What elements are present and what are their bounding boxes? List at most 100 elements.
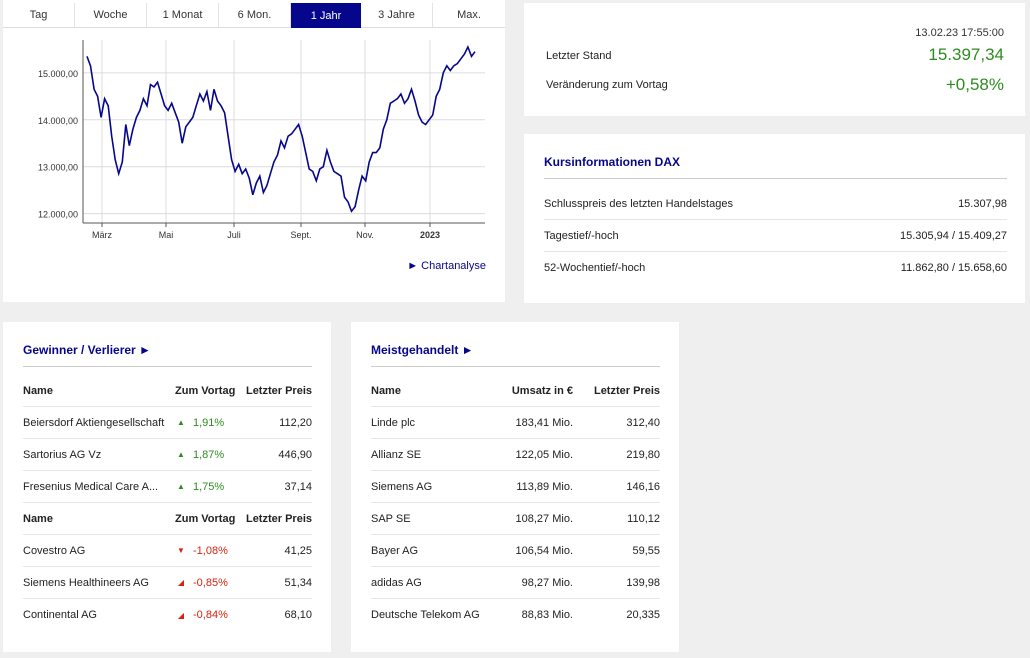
change-value: -0,84% [193, 609, 228, 621]
change-value: 1,87% [193, 448, 225, 461]
tab-1-monat[interactable]: 1 Monat [147, 3, 219, 27]
x-tick-label: Sept. [290, 230, 311, 240]
gainers-losers-card: Gewinner / Verlierer ► Name Zum Vortag L… [3, 322, 331, 652]
change-value: 1,91% [193, 416, 225, 429]
col-change: Zum Vortag [175, 512, 236, 525]
stock-name[interactable]: Siemens AG [371, 480, 433, 493]
chart-card: Tag Woche 1 Monat 6 Mon. 1 Jahr 3 Jahre … [3, 0, 505, 302]
volume-value: 88,83 Mio. [521, 609, 573, 621]
stock-name[interactable]: Sartorius AG Vz [23, 448, 102, 461]
stock-name[interactable]: Allianz SE [371, 448, 422, 461]
info-value: 11.862,80 / 15.658,60 [900, 262, 1007, 274]
table-header: Name Zum Vortag Letzter Preis [23, 375, 312, 407]
triangle-up-icon: ▲ [177, 482, 185, 491]
tab-3-jahre[interactable]: 3 Jahre [361, 3, 433, 27]
table-row[interactable]: Continental AG ◢ -0,84% 68,10 [23, 599, 312, 631]
stock-name[interactable]: adidas AG [371, 576, 422, 589]
price-info-card: Kursinformationen DAX Schlusspreis des l… [524, 134, 1025, 303]
volume-value: 108,27 Mio. [515, 512, 573, 525]
price-value: 446,90 [278, 448, 312, 461]
time-range-tabs: Tag Woche 1 Monat 6 Mon. 1 Jahr 3 Jahre … [3, 3, 505, 28]
price-value: 110,12 [627, 512, 660, 525]
tab-1-jahr[interactable]: 1 Jahr [291, 3, 361, 28]
y-tick-label: 15.000,00 [38, 69, 78, 79]
quote-card: 13.02.23 17:55:00 Letzter Stand 15.397,3… [524, 3, 1025, 116]
triangle-down-icon: ▼ [177, 546, 185, 555]
stock-name[interactable]: SAP SE [371, 512, 411, 525]
quote-timestamp: 13.02.23 17:55:00 [915, 27, 1004, 39]
col-name: Name [371, 384, 401, 397]
col-change: Zum Vortag [175, 384, 236, 397]
tab-6-mon[interactable]: 6 Mon. [219, 3, 291, 27]
triangle-down-right-icon: ◢ [177, 578, 185, 587]
chartanalyse-link[interactable]: ► Chartanalyse [407, 260, 486, 272]
col-name: Name [23, 384, 53, 397]
price-value: 219,80 [626, 448, 660, 461]
info-value: 15.307,98 [958, 197, 1007, 210]
col-name: Name [23, 512, 53, 525]
price-value: 312,40 [626, 416, 660, 429]
stock-name[interactable]: Bayer AG [371, 544, 419, 557]
table-row[interactable]: Allianz SE 122,05 Mio. 219,80 [371, 439, 660, 471]
stock-name[interactable]: Covestro AG [23, 544, 86, 557]
tab-max[interactable]: Max. [433, 3, 505, 27]
title-divider [371, 366, 660, 367]
table-header: Name Zum Vortag Letzter Preis [23, 503, 312, 535]
table-row[interactable]: Beiersdorf Aktiengesellschaft ▲ 1,91% 112… [23, 407, 312, 439]
title-divider [544, 178, 1007, 179]
last-price-label: Letzter Stand [546, 50, 612, 62]
stock-name[interactable]: Fresenius Medical Care A... [23, 480, 159, 493]
col-price: Letzter Preis [245, 512, 312, 525]
tab-woche[interactable]: Woche [75, 3, 147, 27]
triangle-up-icon: ▲ [177, 418, 185, 427]
info-value: 15.305,94 / 15.409,27 [899, 229, 1007, 242]
table-row[interactable]: Siemens AG 113,89 Mio. 146,16 [371, 471, 660, 503]
info-row-day-range: Tagestief/-hoch 15.305,94 / 15.409,27 [544, 220, 1007, 252]
volume-value: 106,54 Mio. [515, 544, 573, 557]
most-traded-title[interactable]: Meistgehandelt ► [371, 343, 474, 357]
table-row[interactable]: Linde plc 183,41 Mio. 312,40 [371, 407, 660, 439]
stock-name[interactable]: Deutsche Telekom AG [371, 609, 480, 621]
volume-value: 113,89 Mio. [516, 480, 573, 493]
info-row-52w-range: 52-Wochentief/-hoch 11.862,80 / 15.658,6… [544, 252, 1007, 284]
table-row[interactable]: Bayer AG 106,54 Mio. 59,55 [371, 535, 660, 567]
price-value: 59,55 [632, 544, 660, 557]
price-value: 51,34 [284, 576, 312, 589]
stock-name[interactable]: Beiersdorf Aktiengesellschaft [23, 416, 165, 429]
stock-name[interactable]: Siemens Healthineers AG [23, 576, 149, 589]
info-label: 52-Wochentief/-hoch [544, 262, 646, 274]
price-value: 68,10 [284, 609, 312, 621]
x-tick-label: 2023 [420, 230, 440, 240]
table-row[interactable]: Sartorius AG Vz ▲ 1,87% 446,90 [23, 439, 312, 471]
x-tick-label: Nov. [356, 230, 374, 240]
x-tick-label: Juli [227, 230, 241, 240]
table-row[interactable]: adidas AG 98,27 Mio. 139,98 [371, 567, 660, 599]
price-value: 20,335 [626, 609, 660, 621]
change-value: +0,58% [945, 75, 1004, 94]
col-volume: Umsatz in € [511, 384, 573, 397]
change-label: Veränderung zum Vortag [546, 79, 668, 91]
price-value: 37,14 [284, 480, 312, 493]
price-value: 41,25 [284, 544, 312, 557]
volume-value: 122,05 Mio. [515, 448, 573, 461]
stock-name[interactable]: Continental AG [23, 609, 97, 621]
col-price: Letzter Preis [245, 384, 312, 397]
table-row[interactable]: SAP SE 108,27 Mio. 110,12 [371, 503, 660, 535]
stock-name[interactable]: Linde plc [371, 416, 416, 429]
price-value: 139,98 [626, 576, 660, 589]
y-tick-label: 13.000,00 [38, 163, 78, 173]
volume-value: 98,27 Mio. [521, 576, 573, 589]
table-row[interactable]: Fresenius Medical Care A... ▲ 1,75% 37,14 [23, 471, 312, 503]
price-info-title: Kursinformationen DAX [544, 155, 681, 169]
price-value: 146,16 [626, 480, 660, 493]
table-row[interactable]: Siemens Healthineers AG ◢ -0,85% 51,34 [23, 567, 312, 599]
table-row[interactable]: Deutsche Telekom AG 88,83 Mio. 20,335 [371, 599, 660, 631]
gainers-losers-title[interactable]: Gewinner / Verlierer ► [23, 343, 151, 357]
series-line [86, 45, 476, 213]
triangle-up-icon: ▲ [177, 450, 185, 459]
table-row[interactable]: Covestro AG ▼ -1,08% 41,25 [23, 535, 312, 567]
y-tick-label: 12.000,00 [38, 210, 78, 220]
table-header: Name Umsatz in € Letzter Preis [371, 375, 660, 407]
info-label: Schlusspreis des letzten Handelstages [544, 197, 733, 210]
tab-tag[interactable]: Tag [3, 3, 75, 27]
